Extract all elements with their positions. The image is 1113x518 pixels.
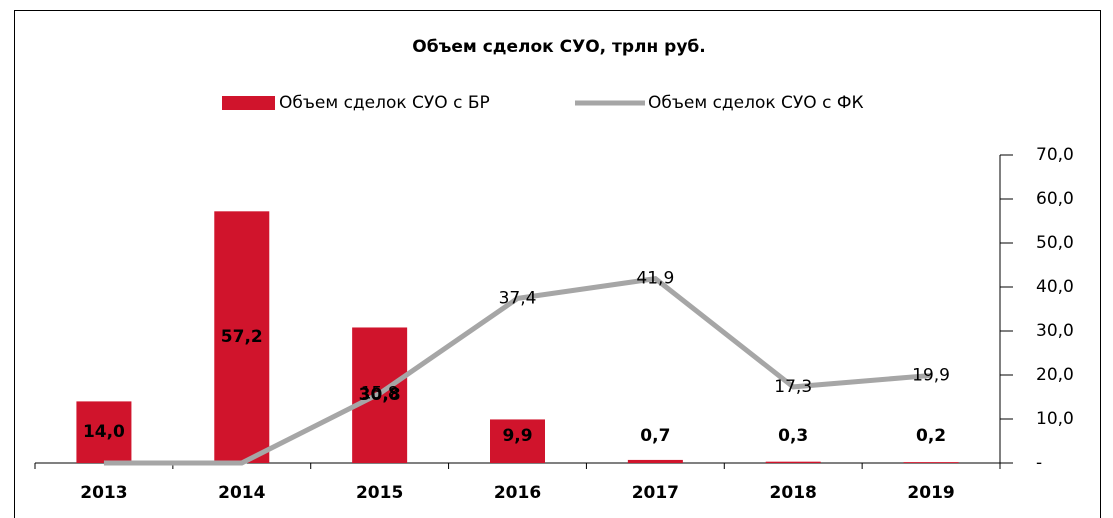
x-tick-label: 2014 <box>218 483 265 503</box>
bar-value-label: 0,3 <box>778 426 808 446</box>
y-tick-label: - <box>1036 453 1042 473</box>
line-value-label: 41,9 <box>636 269 674 289</box>
y-tick-label: 70,0 <box>1036 145 1074 165</box>
x-tick-label: 2019 <box>907 483 954 503</box>
line-value-label: 19,9 <box>912 365 950 385</box>
bar-value-label: 0,7 <box>640 426 670 446</box>
y-tick-label: 40,0 <box>1036 277 1074 297</box>
legend-label: Объем сделок СУО с ФК <box>648 93 864 113</box>
line-value-label: 37,4 <box>499 288 537 308</box>
line <box>103 276 932 466</box>
y-tick-label: 60,0 <box>1036 189 1074 209</box>
bar <box>76 401 132 463</box>
x-tick-label: 2016 <box>494 483 541 503</box>
line-value-label: 15,8 <box>361 383 399 403</box>
y-tick-label: 10,0 <box>1036 409 1074 429</box>
bar <box>903 462 959 463</box>
bar <box>627 459 683 463</box>
bar-value-label: 14,0 <box>83 422 125 442</box>
legend-label: Объем сделок СУО с БР <box>279 93 490 113</box>
x-tick-label: 2015 <box>356 483 403 503</box>
bar <box>214 211 270 463</box>
y-tick-label: 50,0 <box>1036 233 1074 253</box>
y-tick-label: 30,0 <box>1036 321 1074 341</box>
bar-value-label: 0,2 <box>916 426 946 446</box>
y-tick-label: 20,0 <box>1036 365 1074 385</box>
bar-value-label: 57,2 <box>221 327 263 347</box>
bar <box>490 419 545 463</box>
chart-frame <box>14 10 1101 518</box>
x-tick-label: 2017 <box>632 483 679 503</box>
x-tick-label: 2013 <box>80 483 127 503</box>
legend-swatch <box>222 96 275 110</box>
chart-title: Объем сделок СУО, трлн руб. <box>412 37 706 57</box>
line-value-label: 17,3 <box>774 377 812 397</box>
bar-value-label: 9,9 <box>502 426 532 446</box>
bar-value-label: 30,8 <box>359 385 401 405</box>
x-tick-label: 2018 <box>770 483 817 503</box>
bar <box>765 461 821 463</box>
